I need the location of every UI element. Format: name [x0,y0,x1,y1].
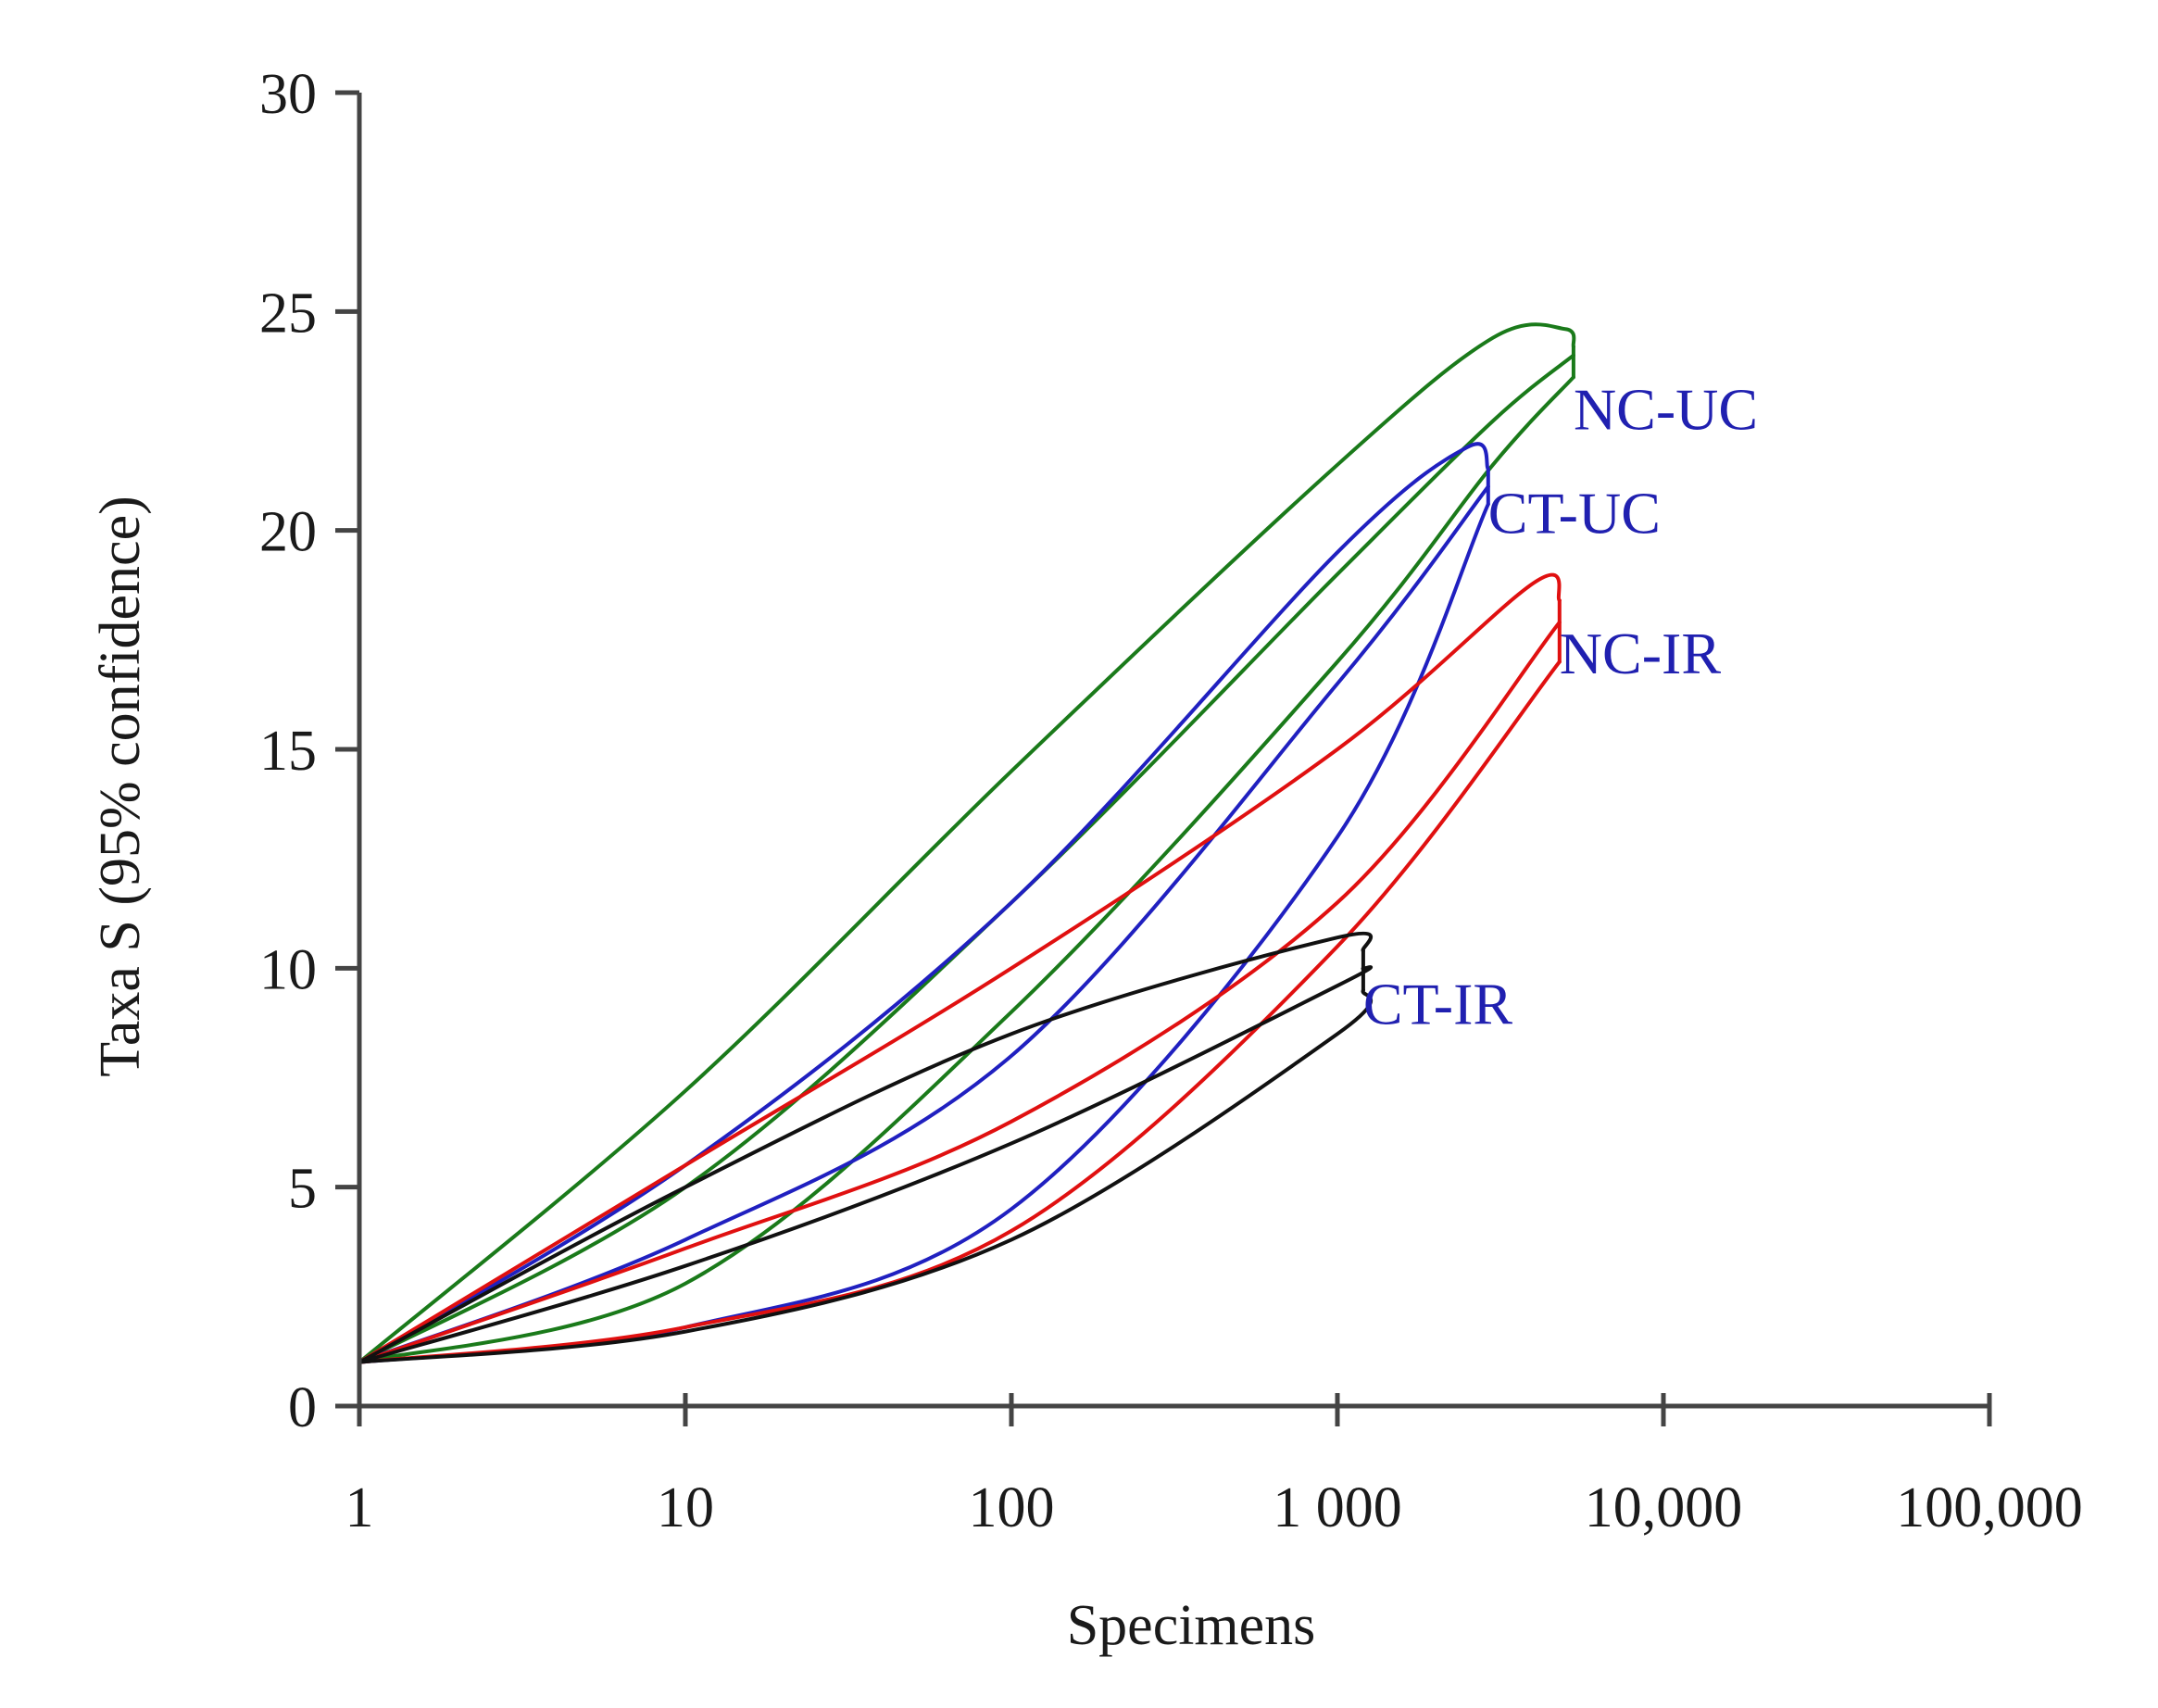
x-tick-label: 10,000 [1585,1476,1743,1539]
x-tick-label: 100 [969,1476,1055,1539]
y-tick-label: 10 [259,938,317,1001]
x-tick-label: 1 000 [1273,1476,1402,1539]
x-tick-label: 10 [657,1476,714,1539]
series-ct-uc-mean-line [358,484,1490,1364]
y-tick-label: 20 [259,501,317,564]
y-tick-label: 15 [259,720,317,783]
y-axis-ticks: 0 5 10 15 20 25 30 [259,63,359,1439]
y-axis-title: Taxa S (95% confidence) [89,496,152,1076]
series-ct-uc-upper-line [358,442,1490,1364]
y-tick-label: 25 [259,282,317,345]
series-ct-ir-lower-line [358,988,1373,1364]
series-nc-uc-mean-line [358,353,1575,1364]
x-axis-ticks: 1 10 100 1 000 10,000 100,000 [345,1393,2083,1539]
series-ct-ir-upper-line [358,931,1374,1364]
series-label-ct-ir: CT-IR [1363,971,1513,1036]
series-label-ct-uc: CT-UC [1488,480,1661,546]
series-nc-ir-mean-line [358,620,1562,1364]
series-ct-uc-lower-line [358,502,1490,1364]
series-labels: NC-UC CT-UC NC-IR CT-IR [1363,377,1758,1037]
series-label-nc-uc: NC-UC [1574,377,1758,443]
x-axis-title: Specimens [1067,1594,1316,1657]
curve-layer [358,322,1576,1364]
series-ct-ir-mean-line [358,965,1374,1364]
y-tick-label: 0 [288,1376,317,1439]
series-nc-uc-lower-line [358,375,1575,1364]
axes [357,93,1989,1409]
series-nc-uc [358,322,1576,1364]
series-nc-uc-upper-line [358,322,1576,1364]
series-ct-ir [358,931,1374,1364]
series-nc-ir-lower-line [358,659,1562,1364]
x-tick-label: 1 [345,1476,374,1539]
series-label-nc-ir: NC-IR [1560,621,1722,686]
series-nc-ir-upper-line [358,572,1562,1364]
y-tick-label: 30 [259,63,317,126]
series-nc-ir [358,572,1562,1364]
x-tick-label: 100,000 [1896,1476,2083,1539]
y-tick-label: 5 [288,1158,317,1221]
